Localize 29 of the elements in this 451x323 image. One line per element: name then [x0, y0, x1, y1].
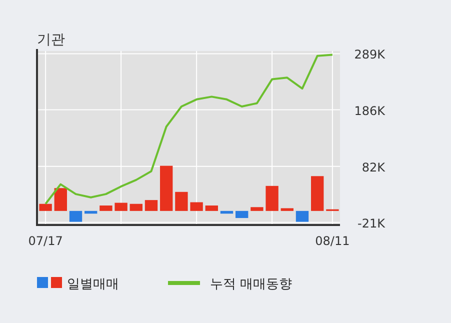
- y-tick-label: -21K: [358, 216, 386, 230]
- bar: [100, 206, 112, 211]
- legend-label: 일별매매: [67, 277, 119, 292]
- bar: [266, 186, 278, 211]
- bar: [205, 206, 218, 211]
- bar: [311, 176, 324, 211]
- x-tick-label: 08/11: [315, 234, 350, 248]
- bar: [220, 210, 234, 214]
- bar: [296, 210, 309, 222]
- bar: [160, 166, 173, 211]
- legend-label: 누적 매매동향: [210, 277, 292, 292]
- bar: [69, 210, 82, 222]
- y-tick-label: 186K: [354, 104, 386, 118]
- x-tick-label: 07/17: [28, 234, 63, 248]
- line-series: [44, 54, 334, 205]
- bar: [190, 202, 203, 211]
- y-tick-label: 289K: [354, 48, 386, 62]
- bar: [130, 204, 142, 211]
- bar: [84, 210, 98, 214]
- bar: [144, 200, 158, 211]
- bar: [236, 210, 248, 218]
- bar: [175, 192, 188, 211]
- y-tick-label: 82K: [362, 160, 386, 174]
- chart-title: 기관: [37, 32, 65, 48]
- bar: [280, 208, 294, 211]
- bar: [39, 204, 52, 211]
- bar: [114, 202, 128, 211]
- bar: [54, 188, 67, 211]
- bar: [250, 207, 264, 211]
